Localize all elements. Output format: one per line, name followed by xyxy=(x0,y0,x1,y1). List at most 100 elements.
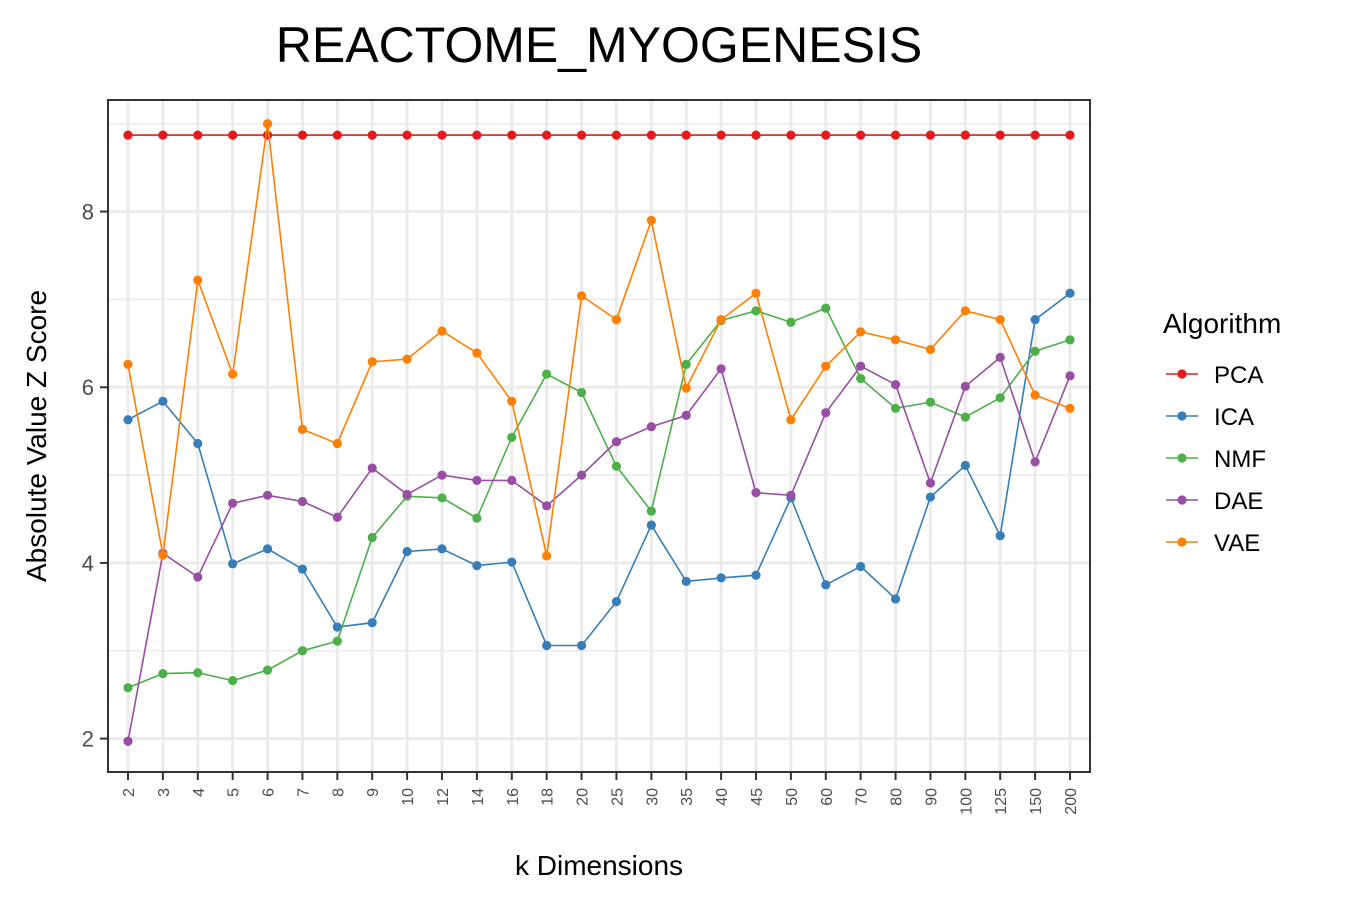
data-point-pca xyxy=(193,130,203,140)
data-point-vae xyxy=(925,344,936,355)
data-point-vae xyxy=(856,327,866,337)
data-point-dae xyxy=(960,381,970,391)
data-point-nmf xyxy=(123,683,133,693)
data-point-nmf xyxy=(646,506,656,516)
data-point-vae xyxy=(437,326,447,336)
legend-label-ica: ICA xyxy=(1214,404,1254,431)
legend-key-dae xyxy=(1166,495,1198,505)
data-point-pca xyxy=(367,130,377,140)
y-tick-label: 2 xyxy=(82,727,94,752)
data-point-nmf xyxy=(960,412,970,422)
data-point-dae xyxy=(995,352,1005,362)
legend-key-point xyxy=(1177,411,1187,421)
data-point-nmf xyxy=(437,493,447,503)
data-point-dae xyxy=(716,364,726,374)
data-point-dae xyxy=(646,422,656,432)
data-point-pca xyxy=(681,130,691,140)
data-point-vae xyxy=(542,551,552,561)
series-line-ica xyxy=(127,292,1071,647)
data-point-dae xyxy=(297,496,308,507)
data-point-nmf xyxy=(1065,335,1075,345)
data-point-dae xyxy=(123,736,133,746)
data-point-dae xyxy=(542,501,552,511)
data-point-ica xyxy=(297,564,308,574)
series-line-dae xyxy=(127,356,1071,742)
data-point-nmf xyxy=(576,387,587,398)
data-point-vae xyxy=(576,291,587,301)
y-tick-label: 4 xyxy=(82,551,94,576)
data-point-vae xyxy=(228,369,238,379)
data-point-nmf xyxy=(332,636,342,646)
data-point-nmf xyxy=(472,513,482,523)
x-tick-label: 18 xyxy=(540,788,557,806)
x-tick-label: 10 xyxy=(400,788,417,806)
x-tick-label: 9 xyxy=(365,788,382,797)
x-tick-label: 30 xyxy=(644,788,661,806)
legend-label-pca: PCA xyxy=(1214,362,1263,389)
data-point-ica xyxy=(437,544,447,554)
data-point-nmf xyxy=(821,303,831,313)
data-point-ica xyxy=(960,460,970,471)
x-tick-label: 14 xyxy=(470,788,487,806)
data-point-ica xyxy=(262,544,273,554)
legend-label-nmf: NMF xyxy=(1214,446,1266,473)
data-point-pca xyxy=(821,130,831,140)
data-point-dae xyxy=(367,463,377,473)
data-point-nmf xyxy=(158,669,168,679)
data-point-ica xyxy=(856,561,866,572)
x-tick-label: 150 xyxy=(1028,788,1045,815)
y-tick-label: 6 xyxy=(82,375,94,400)
legend-key-point xyxy=(1177,495,1187,505)
data-point-ica xyxy=(367,618,377,628)
x-tick-label: 25 xyxy=(609,788,626,806)
data-point-dae xyxy=(402,489,412,500)
x-tick-label: 35 xyxy=(679,788,696,806)
data-point-ica xyxy=(890,594,901,604)
data-point-pca xyxy=(437,130,447,140)
data-point-ica xyxy=(1065,288,1075,298)
legend-key-nmf xyxy=(1166,453,1198,463)
data-point-ica xyxy=(681,576,691,586)
legend-key-ica xyxy=(1166,411,1198,421)
legend-label-vae: VAE xyxy=(1214,530,1260,557)
plot-panel-border xyxy=(107,99,1091,773)
data-point-pca xyxy=(297,130,308,140)
data-point-ica xyxy=(123,415,133,425)
data-point-nmf xyxy=(1030,346,1040,356)
data-point-vae xyxy=(821,361,831,371)
series-line-nmf xyxy=(127,307,1071,689)
data-point-nmf xyxy=(925,397,936,407)
data-point-nmf xyxy=(890,403,901,413)
data-point-ica xyxy=(402,546,412,557)
x-tick-label: 8 xyxy=(330,788,347,797)
data-point-vae xyxy=(1065,403,1075,413)
data-point-dae xyxy=(437,470,447,480)
x-tick-label: 80 xyxy=(889,788,906,806)
data-point-dae xyxy=(890,380,901,390)
data-point-ica xyxy=(332,622,342,632)
series-nmf xyxy=(123,303,1075,693)
x-tick-label: 125 xyxy=(993,788,1010,815)
data-point-pca xyxy=(856,130,866,140)
legend-label-dae: DAE xyxy=(1214,488,1263,515)
data-point-pca xyxy=(995,130,1005,140)
data-point-pca xyxy=(646,130,656,140)
data-point-dae xyxy=(681,410,691,420)
data-point-ica xyxy=(1030,315,1040,325)
x-tick-label: 4 xyxy=(191,788,208,797)
data-point-dae xyxy=(193,572,203,582)
data-point-vae xyxy=(751,288,761,298)
data-point-vae xyxy=(472,348,482,358)
data-point-pca xyxy=(542,130,552,140)
data-point-vae xyxy=(646,215,656,225)
data-point-pca xyxy=(786,130,796,140)
x-tick-label: 3 xyxy=(156,788,173,797)
data-point-vae xyxy=(123,359,133,370)
data-point-pca xyxy=(158,130,168,140)
data-point-nmf xyxy=(995,393,1005,403)
data-point-ica xyxy=(646,520,656,530)
data-point-dae xyxy=(576,470,587,480)
data-point-pca xyxy=(890,130,901,140)
legend-key-pca xyxy=(1166,369,1198,379)
x-tick-label: 60 xyxy=(819,788,836,806)
